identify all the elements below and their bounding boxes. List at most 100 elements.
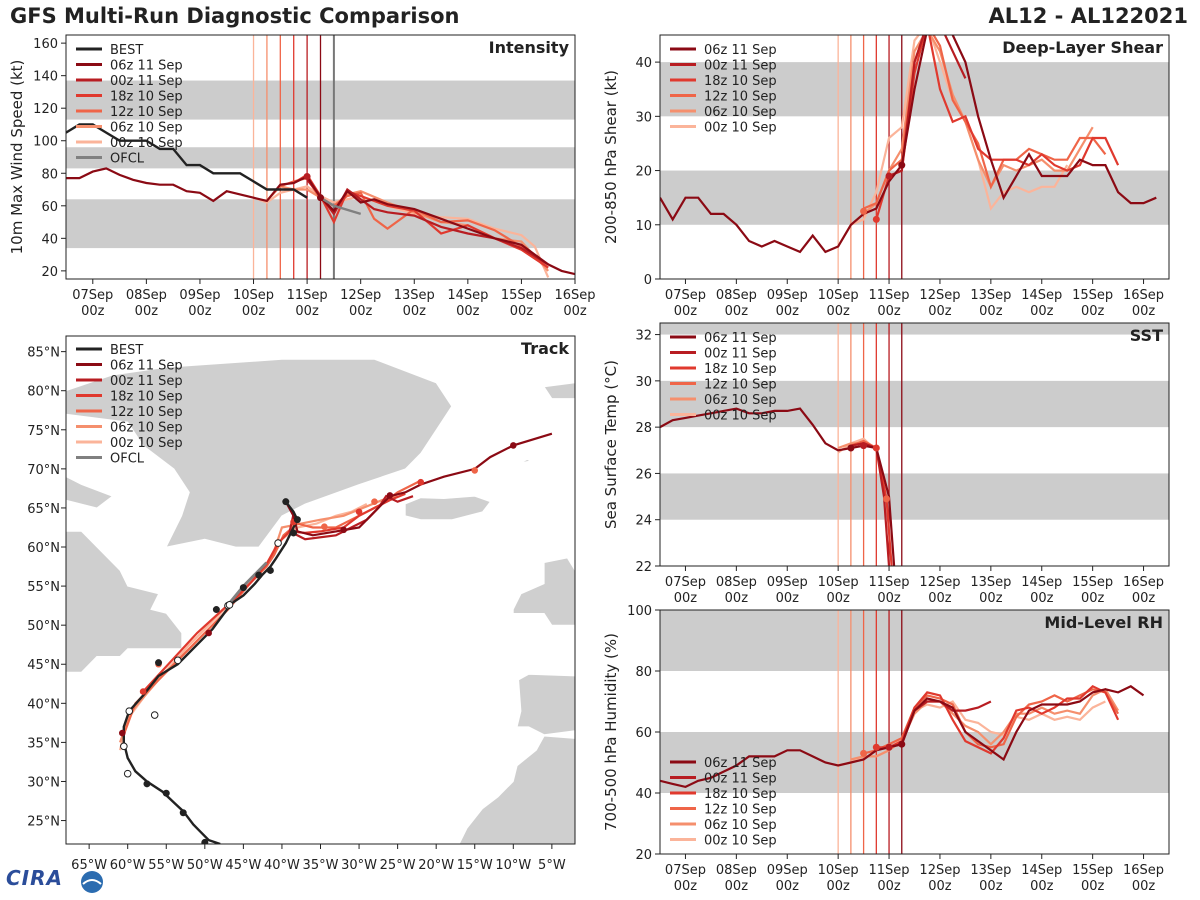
lat-tick-label: 30°N xyxy=(27,775,60,790)
cira-logo-emblem xyxy=(81,871,103,893)
sst-xtick-label: 15Sep xyxy=(1072,575,1113,590)
lat-tick-label: 75°N xyxy=(27,424,60,439)
track-best-dot-open xyxy=(125,707,134,715)
iberia-land xyxy=(516,673,575,736)
africa-land xyxy=(458,735,575,844)
track-best-dot xyxy=(179,809,187,817)
shear-xtick-label: 14Sep xyxy=(1021,288,1062,303)
legend-label: 06z 11 Sep xyxy=(704,331,777,346)
intensity-ytick-label: 140 xyxy=(33,70,58,85)
rh-xtick-label: 00z xyxy=(1081,879,1105,894)
rh-ytick-label: 100 xyxy=(627,604,652,619)
rh-xtick-label: 16Sep xyxy=(1123,863,1164,878)
legend-label: 06z 10 Sep xyxy=(110,421,183,436)
track-run-dot xyxy=(321,523,328,530)
lon-tick-label: 65°W xyxy=(71,858,107,873)
shear-xtick-label: 13Sep xyxy=(970,288,1011,303)
intensity-ytick-label: 160 xyxy=(33,37,58,52)
legend-label: BEST xyxy=(110,343,143,358)
legend-label: 00z 10 Sep xyxy=(704,834,777,849)
shear-ylabel: 200-850 hPa Shear (kt) xyxy=(602,70,620,244)
track-best-dot xyxy=(162,789,170,797)
rh-band xyxy=(660,732,1169,793)
shear-title: Deep-Layer Shear xyxy=(1002,38,1163,57)
shear-xtick-label: 10Sep xyxy=(818,288,859,303)
lon-tick-label: 30°W xyxy=(341,858,377,873)
track-best-dot-open xyxy=(123,769,132,778)
rh-ytick-label: 80 xyxy=(635,665,652,680)
lat-tick-label: 60°N xyxy=(27,541,60,556)
intensity-xtick-label: 00z xyxy=(349,304,373,319)
rh-ytick-label: 40 xyxy=(635,787,652,802)
shear-band xyxy=(660,170,1169,225)
intensity-xtick-label: 11Sep xyxy=(287,288,328,303)
track-run-dot xyxy=(417,478,425,486)
track-best-dot xyxy=(255,571,263,579)
intensity-xtick-label: 13Sep xyxy=(394,288,435,303)
track-series-line xyxy=(288,494,414,541)
track-run-dot xyxy=(386,492,394,499)
legend-label: 06z 11 Sep xyxy=(110,359,183,374)
track-series-line xyxy=(284,432,553,537)
intensity-chart: 2040608010012014016007Sep00z08Sep00z09Se… xyxy=(8,34,596,319)
shear-xtick-label: 00z xyxy=(826,304,850,319)
shear-init-dot xyxy=(872,215,880,223)
lon-tick-label: 5°W xyxy=(538,858,566,873)
track-best-dot-open xyxy=(150,711,159,719)
legend-label: 00z 10 Sep xyxy=(110,436,183,451)
rh-xtick-label: 00z xyxy=(928,879,952,894)
intensity-ylabel: 10m Max Wind Speed (kt) xyxy=(8,60,26,255)
intensity-init-dot xyxy=(303,173,311,181)
track-best-dot-open xyxy=(225,601,234,609)
legend-label: 12z 10 Sep xyxy=(110,105,183,120)
legend-label: 00z 11 Sep xyxy=(704,59,777,74)
lat-tick-label: 45°N xyxy=(27,658,60,673)
rh-ytick-label: 20 xyxy=(635,848,652,863)
sst-ytick-label: 30 xyxy=(635,375,652,390)
page-title: GFS Multi-Run Diagnostic Comparison xyxy=(10,4,460,28)
rh-xtick-label: 00z xyxy=(674,879,698,894)
rh-init-dot xyxy=(872,743,880,751)
intensity-title: Intensity xyxy=(489,38,570,57)
rh-xtick-label: 00z xyxy=(877,879,901,894)
greenland-land xyxy=(66,358,453,548)
lat-tick-label: 55°N xyxy=(27,580,60,595)
rh-xtick-label: 07Sep xyxy=(665,863,706,878)
sst-ylabel: Sea Surface Temp (°C) xyxy=(602,360,620,529)
intensity-xtick-label: 14Sep xyxy=(447,288,488,303)
track-best-dot xyxy=(143,780,151,788)
shear-xtick-label: 00z xyxy=(1030,304,1054,319)
shear-xtick-label: 00z xyxy=(725,304,749,319)
sst-xtick-label: 09Sep xyxy=(767,575,808,590)
track-best-line xyxy=(122,500,299,844)
intensity-xtick-label: 00z xyxy=(188,304,212,319)
intensity-xtick-label: 00z xyxy=(563,304,587,319)
track-best-dot xyxy=(155,659,163,667)
rh-xtick-label: 12Sep xyxy=(919,863,960,878)
rh-xtick-label: 00z xyxy=(1030,879,1054,894)
intensity-frame xyxy=(65,34,576,280)
shear-ytick-label: 10 xyxy=(635,219,652,234)
rh-xtick-label: 00z xyxy=(776,879,800,894)
track-best-dot xyxy=(293,516,301,524)
sst-plot xyxy=(660,407,896,566)
track-run-dot xyxy=(471,467,479,474)
sst-ytick-label: 24 xyxy=(635,514,652,529)
intensity-ytick-label: 80 xyxy=(41,167,58,182)
rh-init-dot xyxy=(898,740,906,748)
sst-xtick-label: 14Sep xyxy=(1021,575,1062,590)
track-best-dot xyxy=(201,838,209,844)
lat-tick-label: 85°N xyxy=(27,346,60,361)
track-map: 25°N 30°N 35°N 40°N 45°N 50°N 55°N 60°N 65°N 70°N… xyxy=(27,335,576,873)
sst-xtick-label: 07Sep xyxy=(665,575,706,590)
legend-label: 00z 11 Sep xyxy=(704,347,777,362)
shear-xtick-label: 16Sep xyxy=(1123,288,1164,303)
sst-xtick-label: 00z xyxy=(826,591,850,606)
legend-label: 06z 10 Sep xyxy=(110,121,183,136)
rh-xtick-label: 09Sep xyxy=(767,863,808,878)
legend-label: 00z 11 Sep xyxy=(704,772,777,787)
rh-xtick-label: 11Sep xyxy=(869,863,910,878)
shear-ytick-label: 0 xyxy=(644,273,652,288)
legend-label: 12z 10 Sep xyxy=(704,90,777,105)
